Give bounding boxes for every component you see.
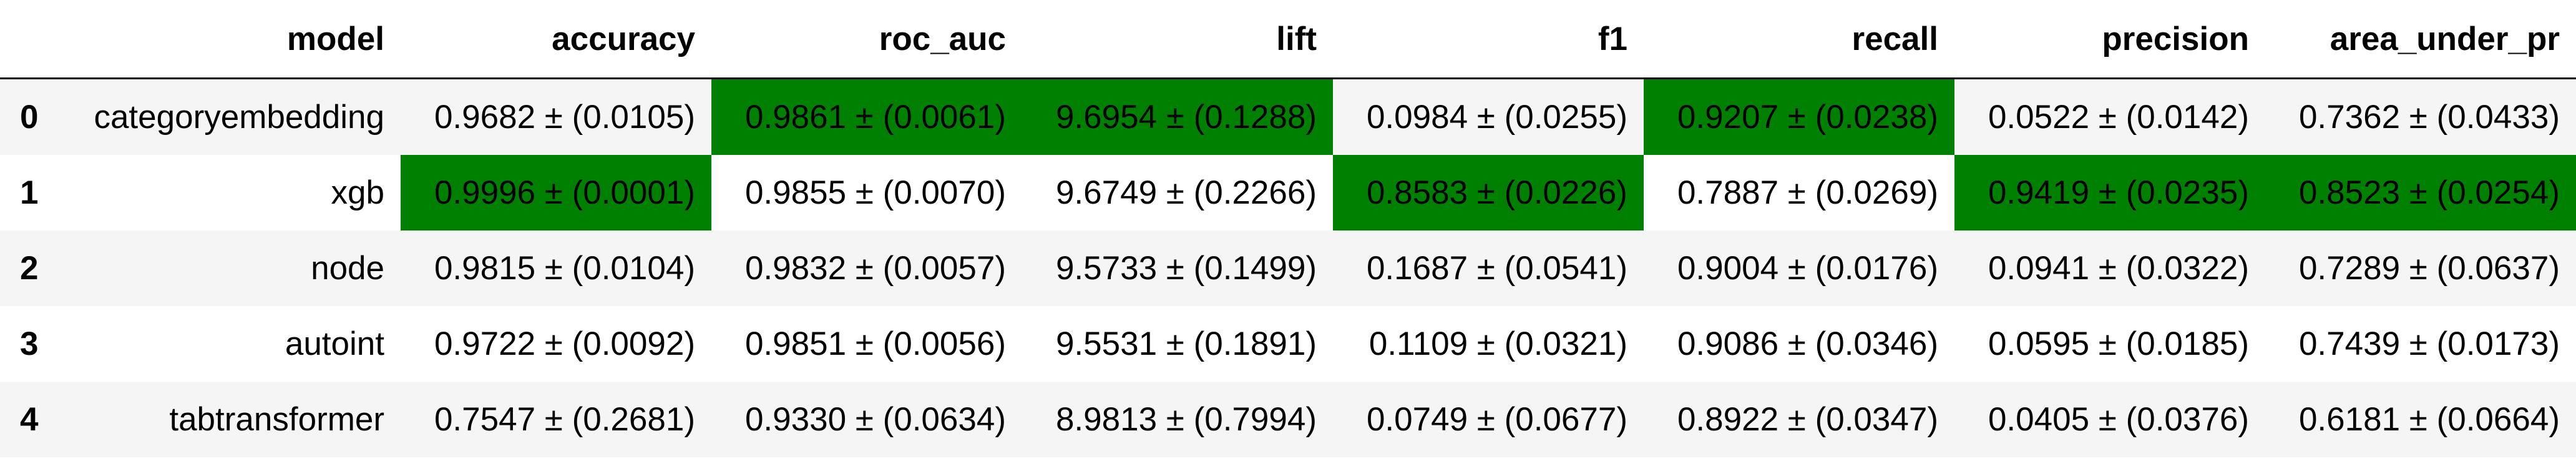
cell-accuracy: 0.9682 ± (0.0105) (434, 99, 695, 136)
column-header-roc-auc: roc_auc (711, 0, 1022, 79)
column-header-f1: f1 (1333, 0, 1644, 79)
table-header: model accuracy roc_auc lift f1 recall pr… (0, 0, 2576, 79)
cell-precision: 0.0522 ± (0.0142) (1988, 99, 2249, 136)
row-index: 4 (20, 401, 39, 438)
column-header-model: model (51, 0, 401, 79)
table-row: 4 tabtransformer 0.7547 ± (0.2681) 0.933… (0, 382, 2576, 457)
cell-lift: 8.9813 ± (0.7994) (1055, 401, 1317, 438)
cell-model: autoint (285, 325, 384, 362)
cell-roc-auc: 0.9330 ± (0.0634) (744, 401, 1006, 438)
cell-roc-auc: 0.9855 ± (0.0070) (744, 174, 1006, 211)
cell-recall: 0.7887 ± (0.0269) (1677, 174, 1938, 211)
cell-lift: 9.6749 ± (0.2266) (1055, 174, 1317, 211)
cell-model: tabtransformer (169, 401, 384, 438)
cell-lift: 9.6954 ± (0.1288) (1022, 78, 1333, 155)
table-row: 2 node 0.9815 ± (0.0104) 0.9832 ± (0.005… (0, 230, 2576, 306)
cell-precision: 0.9419 ± (0.0235) (1954, 155, 2265, 230)
table-row: 0 categoryembedding 0.9682 ± (0.0105) 0.… (0, 78, 2576, 155)
row-index: 2 (20, 250, 39, 287)
column-header-accuracy: accuracy (401, 0, 711, 79)
cell-recall: 0.9207 ± (0.0238) (1644, 78, 1954, 155)
cell-model: node (311, 250, 384, 287)
row-index: 0 (20, 99, 39, 136)
cell-accuracy: 0.9996 ± (0.0001) (401, 155, 711, 230)
table-row: 1 xgb 0.9996 ± (0.0001) 0.9855 ± (0.0070… (0, 155, 2576, 230)
cell-area-under-pr: 0.7362 ± (0.0433) (2298, 99, 2560, 136)
table-row: 3 autoint 0.9722 ± (0.0092) 0.9851 ± (0.… (0, 306, 2576, 382)
cell-roc-auc: 0.9851 ± (0.0056) (744, 325, 1006, 362)
cell-recall: 0.9086 ± (0.0346) (1677, 325, 1938, 362)
cell-f1: 0.0749 ± (0.0677) (1366, 401, 1627, 438)
cell-model: categoryembedding (94, 99, 384, 136)
row-index: 3 (20, 325, 39, 362)
cell-area-under-pr: 0.7439 ± (0.0173) (2298, 325, 2560, 362)
cell-area-under-pr: 0.7289 ± (0.0637) (2298, 250, 2560, 287)
cell-precision: 0.0405 ± (0.0376) (1988, 401, 2249, 438)
cell-recall: 0.9004 ± (0.0176) (1677, 250, 1938, 287)
cell-f1: 0.1109 ± (0.0321) (1368, 325, 1627, 362)
cell-roc-auc: 0.9832 ± (0.0057) (744, 250, 1006, 287)
cell-precision: 0.0595 ± (0.0185) (1988, 325, 2249, 362)
cell-area-under-pr: 0.6181 ± (0.0664) (2298, 401, 2560, 438)
header-row: model accuracy roc_auc lift f1 recall pr… (0, 0, 2576, 79)
cell-area-under-pr: 0.8523 ± (0.0254) (2265, 155, 2576, 230)
table-body: 0 categoryembedding 0.9682 ± (0.0105) 0.… (0, 78, 2576, 457)
column-header-area-under-pr: area_under_pr (2265, 0, 2576, 79)
cell-accuracy: 0.7547 ± (0.2681) (434, 401, 695, 438)
row-index: 1 (20, 174, 39, 211)
cell-f1: 0.8583 ± (0.0226) (1333, 155, 1644, 230)
cell-lift: 9.5531 ± (0.1891) (1055, 325, 1317, 362)
column-header-lift: lift (1022, 0, 1333, 79)
cell-model: xgb (331, 174, 384, 211)
cell-recall: 0.8922 ± (0.0347) (1677, 401, 1938, 438)
column-header-precision: precision (1954, 0, 2265, 79)
cell-f1: 0.0984 ± (0.0255) (1366, 99, 1627, 136)
index-header (0, 0, 51, 79)
column-header-recall: recall (1644, 0, 1954, 79)
cell-roc-auc: 0.9861 ± (0.0061) (711, 78, 1022, 155)
cell-lift: 9.5733 ± (0.1499) (1055, 250, 1317, 287)
cell-precision: 0.0941 ± (0.0322) (1988, 250, 2249, 287)
cell-f1: 0.1687 ± (0.0541) (1366, 250, 1627, 287)
cell-accuracy: 0.9815 ± (0.0104) (434, 250, 695, 287)
cell-accuracy: 0.9722 ± (0.0092) (434, 325, 695, 362)
